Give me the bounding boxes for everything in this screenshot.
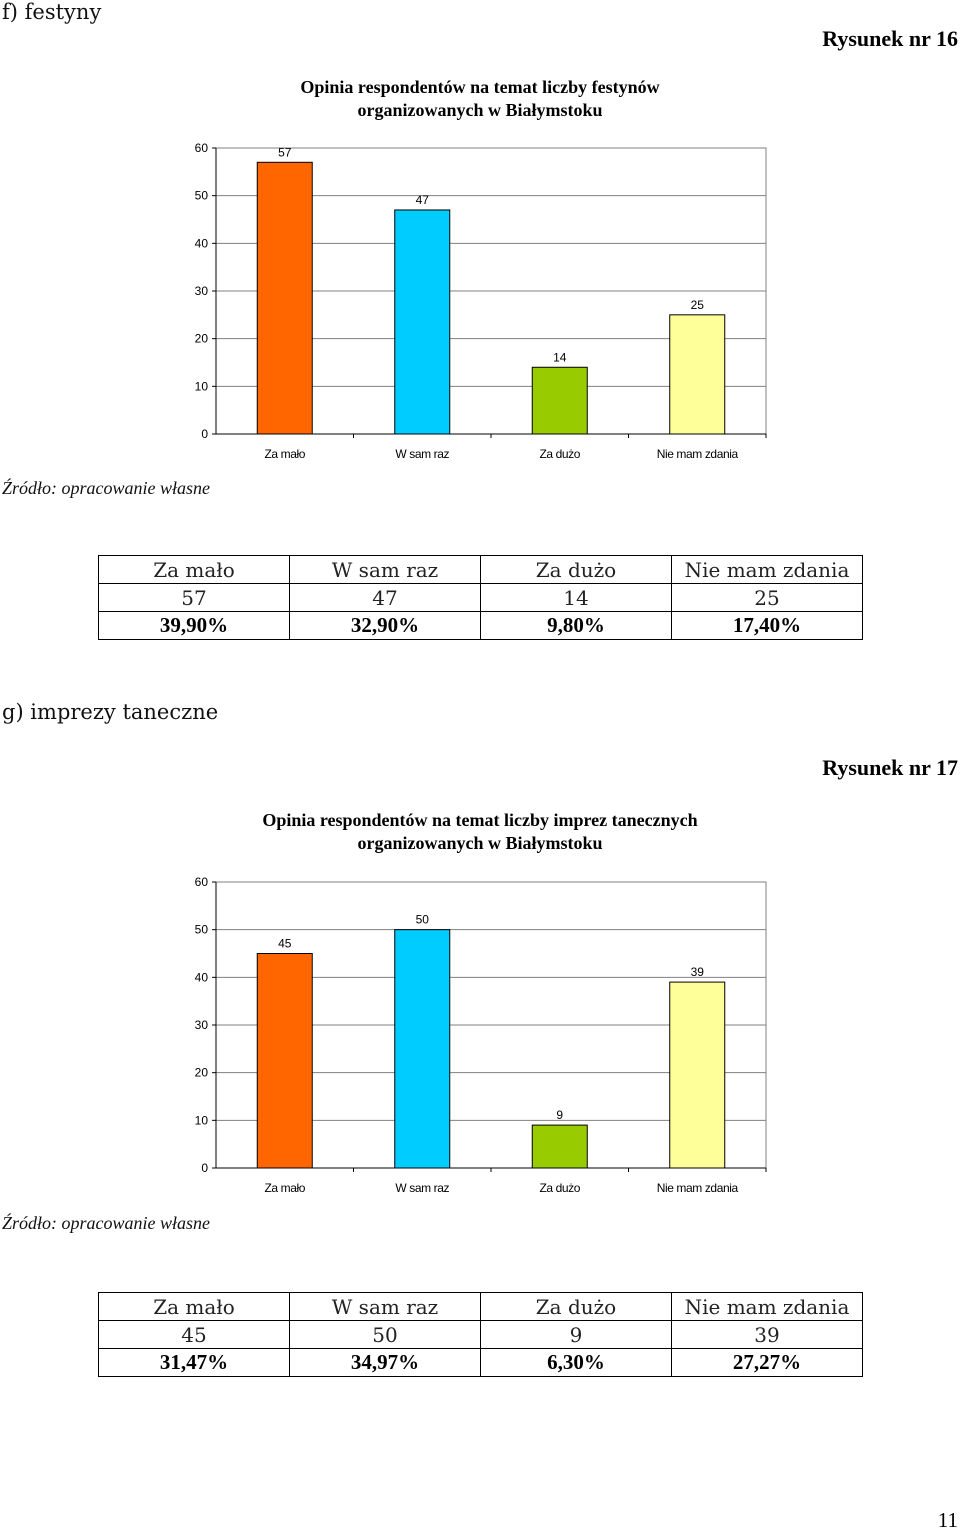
chart-title-line2: organizowanych w Białymstoku [357, 833, 603, 853]
bar [531, 1124, 588, 1169]
data-label: 9 [556, 1108, 563, 1122]
source-note-imprezy: Źródło: opracowanie własne [2, 1213, 211, 1233]
figure-label-17: Rysunek nr 17 [822, 755, 958, 780]
y-tick-label: 50 [195, 923, 209, 937]
y-tick-label: 60 [195, 875, 209, 889]
bar-chart-imprezy: 0 10 20 30 40 50 60 45 Za mało 50 W sam raz 9 Za duż… [195, 875, 767, 1195]
table-cell: Za dużo [480, 555, 672, 584]
bar [669, 314, 726, 435]
table-row-counts: 57 47 14 25 [98, 583, 863, 612]
table-cell: Za mało [98, 1292, 290, 1321]
table-cell: 39,90% [98, 611, 290, 640]
bar [256, 161, 313, 435]
table-cell: 47 [289, 583, 481, 612]
table-row-percents: 31,47% 34,97% 6,30% 27,27% [98, 1348, 863, 1377]
bar-chart-festyny: 0 10 20 30 40 50 60 57 Za mało 47 W sam raz 14 Za du… [195, 141, 767, 461]
table-cell: 34,97% [289, 1348, 481, 1377]
table-cell: Za dużo [480, 1292, 672, 1321]
figure-label-16: Rysunek nr 16 [822, 26, 958, 51]
data-label: 45 [278, 937, 292, 951]
table-row-percents: 39,90% 32,90% 9,80% 17,40% [98, 611, 863, 640]
section-label-festyny: f) festyny [2, 0, 102, 24]
chart-title-festyny: Opinia respondentów na temat liczby fest… [180, 76, 780, 122]
y-tick-label: 60 [195, 141, 209, 155]
table-cell: 6,30% [480, 1348, 672, 1377]
table-row-headers: Za mało W sam raz Za dużo Nie mam zdania [98, 1292, 863, 1321]
chart-title-line2: organizowanych w Białymstoku [357, 100, 603, 120]
table-cell: W sam raz [289, 555, 481, 584]
x-tick-label: Za dużo [539, 1181, 580, 1195]
table-cell: 25 [671, 583, 863, 612]
x-tick-label: W sam raz [395, 447, 449, 461]
table-cell: 9,80% [480, 611, 672, 640]
data-label: 25 [691, 298, 705, 312]
table-cell: 57 [98, 583, 290, 612]
table-cell: 31,47% [98, 1348, 290, 1377]
data-label: 57 [278, 145, 292, 159]
x-tick-label: Za mało [264, 1181, 305, 1195]
table-cell: Za mało [98, 555, 290, 584]
y-tick-label: 30 [195, 284, 209, 298]
y-tick-label: 20 [195, 1066, 209, 1080]
y-tick-label: 40 [195, 970, 209, 984]
chart-title-line1: Opinia respondentów na temat liczby impr… [262, 810, 698, 830]
data-table-festyny: Za mało W sam raz Za dużo Nie mam zdania… [98, 555, 863, 640]
data-table-imprezy: Za mało W sam raz Za dużo Nie mam zdania… [98, 1292, 863, 1377]
x-tick-label: Za dużo [539, 447, 580, 461]
table-cell: 32,90% [289, 611, 481, 640]
page-number: 11 [937, 1508, 958, 1532]
x-tick-label: Za mało [264, 447, 305, 461]
data-label: 50 [416, 913, 430, 927]
chart-title-line1: Opinia respondentów na temat liczby fest… [300, 77, 660, 97]
y-tick-label: 40 [195, 236, 209, 250]
table-cell: 39 [671, 1320, 863, 1349]
y-tick-label: 0 [201, 1161, 208, 1175]
chart-title-imprezy: Opinia respondentów na temat liczby impr… [180, 809, 780, 855]
y-tick-label: 20 [195, 332, 209, 346]
bar [394, 209, 451, 435]
table-row-headers: Za mało W sam raz Za dużo Nie mam zdania [98, 555, 863, 584]
table-cell: 27,27% [671, 1348, 863, 1377]
y-tick-label: 10 [195, 1113, 209, 1127]
table-row-counts: 45 50 9 39 [98, 1320, 863, 1349]
x-tick-label: Nie mam zdania [657, 447, 739, 461]
table-cell: 17,40% [671, 611, 863, 640]
table-cell: Nie mam zdania [671, 555, 863, 584]
table-cell: W sam raz [289, 1292, 481, 1321]
section-label-imprezy: g) imprezy taneczne [2, 700, 219, 724]
bar [531, 366, 588, 435]
x-tick-label: W sam raz [395, 1181, 449, 1195]
y-tick-label: 30 [195, 1018, 209, 1032]
y-tick-label: 10 [195, 379, 209, 393]
data-label: 39 [691, 965, 705, 979]
table-cell: 14 [480, 583, 672, 612]
bar [256, 953, 313, 1169]
source-note-festyny: Źródło: opracowanie własne [2, 478, 211, 498]
x-tick-label: Nie mam zdania [657, 1181, 739, 1195]
table-cell: Nie mam zdania [671, 1292, 863, 1321]
bar [394, 929, 451, 1169]
table-cell: 9 [480, 1320, 672, 1349]
bar [669, 981, 726, 1169]
data-label: 47 [416, 193, 430, 207]
y-tick-label: 0 [201, 427, 208, 441]
table-cell: 45 [98, 1320, 290, 1349]
table-cell: 50 [289, 1320, 481, 1349]
data-label: 14 [553, 350, 567, 364]
y-tick-label: 50 [195, 189, 209, 203]
